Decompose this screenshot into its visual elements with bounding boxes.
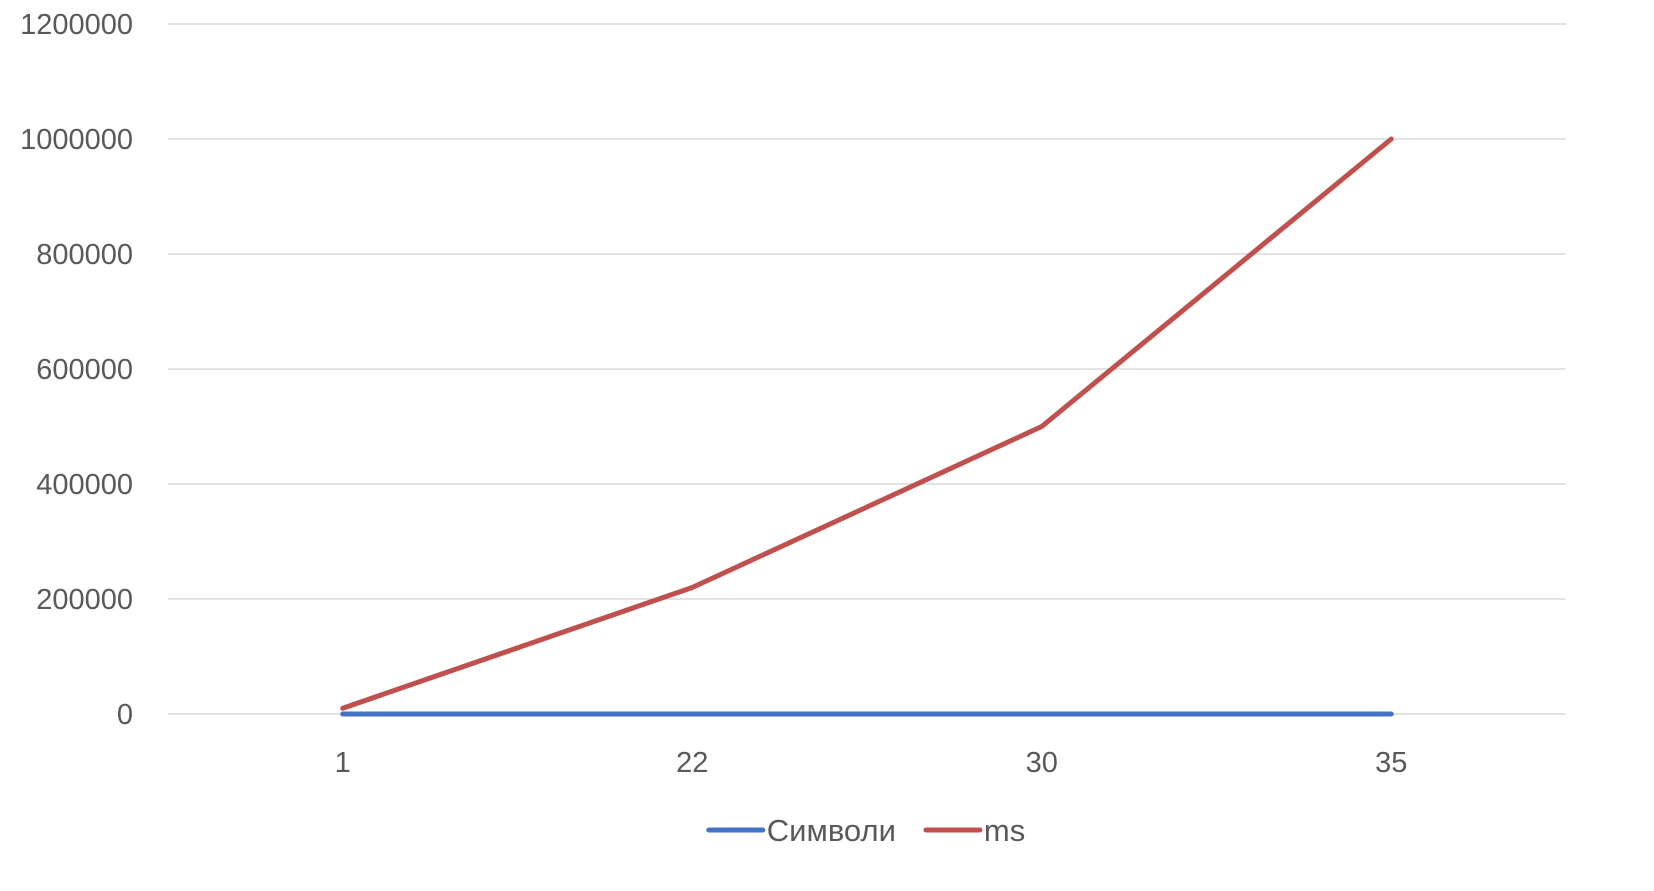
legend-item: ms (923, 813, 1025, 848)
x-tick-label: 1 (335, 747, 351, 779)
y-axis-tick-labels: 0 200000 400000 600000 800000 1000000 1200000 (20, 9, 133, 731)
x-tick-label: 35 (1375, 747, 1407, 779)
legend-label: Символи (767, 813, 896, 848)
y-tick-label: 200000 (36, 584, 133, 616)
y-tick-label: 600000 (36, 354, 133, 386)
x-tick-label: 22 (676, 747, 708, 779)
y-tick-label: 0 (117, 699, 133, 731)
y-tick-label: 1200000 (20, 9, 133, 41)
x-tick-label: 30 (1026, 747, 1058, 779)
legend-label: ms (984, 813, 1025, 848)
y-tick-label: 800000 (36, 239, 133, 271)
legend: Символи ms (706, 813, 1025, 848)
series-lines (340, 136, 1394, 717)
y-tick-label: 1000000 (20, 124, 133, 156)
series-line-1 (340, 136, 1394, 711)
legend-item: Символи (706, 813, 896, 848)
gridlines (168, 23, 1566, 715)
x-axis-tick-labels: 1 22 30 35 (335, 747, 1408, 779)
y-tick-label: 400000 (36, 469, 133, 501)
